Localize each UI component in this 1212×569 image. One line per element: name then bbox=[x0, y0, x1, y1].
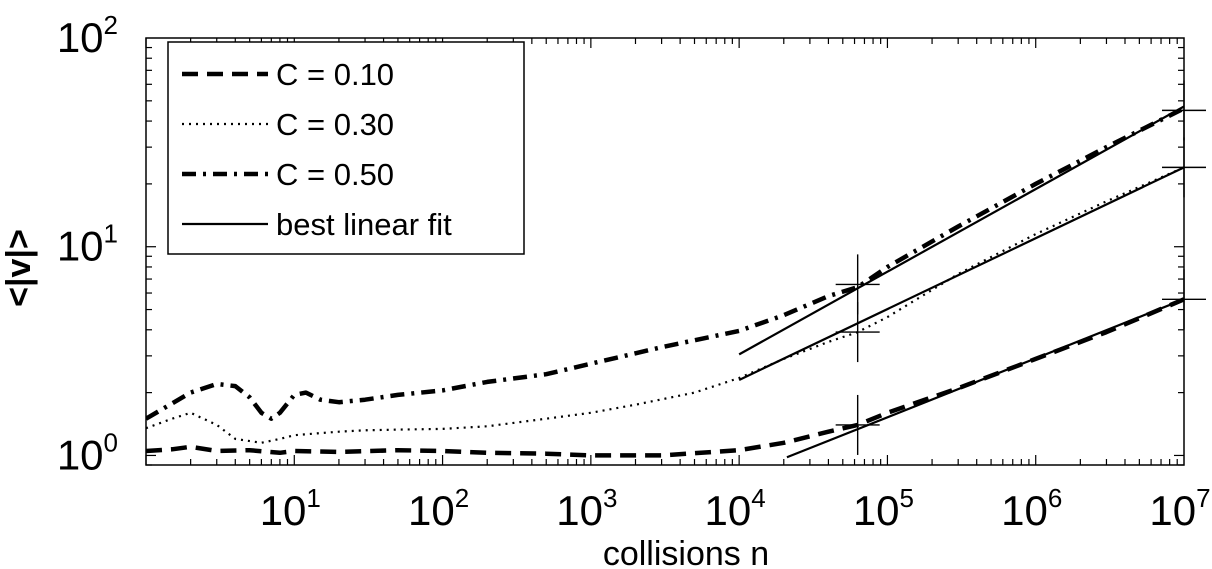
error-marker bbox=[835, 254, 880, 315]
y-axis-title: <|v|> bbox=[0, 229, 38, 307]
y-tick-label: 102 bbox=[57, 10, 118, 61]
series-line-3 bbox=[146, 106, 1184, 421]
fit-line-2 bbox=[738, 166, 1184, 381]
x-tick-label: 104 bbox=[705, 483, 766, 534]
legend-label-2: C = 0.30 bbox=[276, 107, 394, 142]
axes: 101 102 103 104 105 106 107 100 101 102 bbox=[57, 10, 1211, 534]
plot-frame bbox=[145, 37, 1185, 466]
x-tick-label: 107 bbox=[1149, 483, 1210, 534]
legend-label-1: C = 0.10 bbox=[276, 57, 394, 92]
x-tick-label: 105 bbox=[853, 483, 914, 534]
legend-label-3: C = 0.50 bbox=[276, 157, 394, 192]
x-tick-label: 106 bbox=[1001, 483, 1062, 534]
x-tick-label: 101 bbox=[260, 483, 321, 534]
fit-line-3 bbox=[738, 105, 1184, 356]
error-marker bbox=[835, 394, 880, 455]
legend-box bbox=[167, 41, 525, 255]
series-line-1 bbox=[146, 297, 1184, 458]
y-tick-label: 101 bbox=[57, 219, 118, 270]
x-axis-title: collisions n bbox=[603, 535, 769, 569]
legend-label-4: best linear fit bbox=[276, 207, 452, 242]
x-tick-label: 103 bbox=[556, 483, 617, 534]
legend: C = 0.10 C = 0.30 C = 0.50 best linear fit bbox=[167, 41, 525, 255]
x-tick-label: 102 bbox=[408, 483, 469, 534]
y-tick-label: 100 bbox=[57, 427, 118, 478]
